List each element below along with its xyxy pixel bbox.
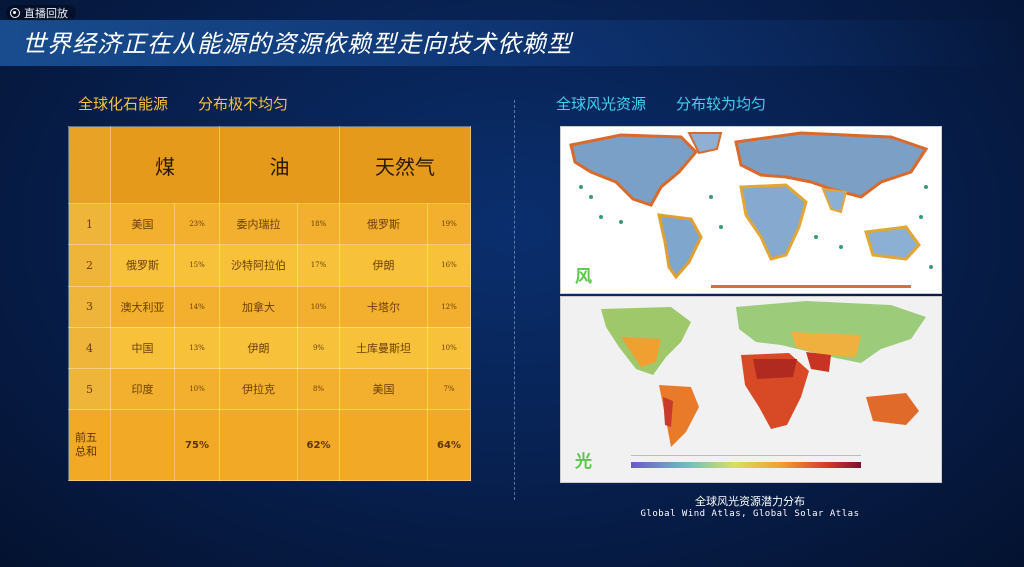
header-oil: 油 — [219, 126, 340, 204]
coal-share: 14% — [174, 285, 220, 328]
renewable-heading: 全球风光资源 分布较为均匀 — [556, 93, 766, 114]
oil-share: 9% — [297, 326, 340, 370]
sum-spacer — [339, 409, 428, 481]
wind-atlas-map: 风 — [560, 126, 942, 294]
table-sum-row: 前五 总和 75% 62% 64% — [68, 409, 471, 481]
gas-share: 19% — [427, 202, 471, 246]
gas-share: 16% — [427, 244, 471, 287]
row-rank: 5 — [68, 368, 111, 411]
solar-world-map-image — [561, 297, 941, 482]
gas-country: 俄罗斯 — [339, 202, 428, 246]
gas-share: 12% — [427, 285, 471, 328]
header-coal: 煤 — [110, 126, 220, 204]
table-corner — [68, 126, 111, 204]
fossil-heading-part1: 全球化石能源 — [78, 95, 169, 113]
sum-label-line1: 前五 — [75, 431, 97, 445]
oil-country: 沙特阿拉伯 — [219, 244, 298, 287]
gas-sum: 64% — [427, 409, 471, 481]
oil-share: 8% — [297, 368, 340, 411]
wind-world-map-image — [561, 127, 941, 293]
coal-country: 澳大利亚 — [110, 285, 175, 328]
coal-country: 俄罗斯 — [110, 244, 175, 287]
badge-label: 直播回放 — [24, 7, 68, 20]
coal-country: 中国 — [110, 326, 175, 370]
sum-label-line2: 总和 — [75, 445, 97, 459]
oil-share: 18% — [297, 202, 340, 246]
table-row: 3 澳大利亚 14% 加拿大 10% 卡塔尔 12% — [68, 285, 471, 328]
row-rank: 1 — [68, 202, 111, 246]
coal-share: 15% — [174, 244, 220, 287]
solar-label: 光 — [575, 452, 592, 472]
coal-share: 13% — [174, 326, 220, 370]
slide-title: 世界经济正在从能源的资源依赖型走向技术依赖型 — [22, 30, 572, 58]
dashed-divider — [514, 100, 515, 500]
row-rank: 3 — [68, 285, 111, 328]
oil-share: 17% — [297, 244, 340, 287]
fossil-heading-part2: 分布极不均匀 — [198, 95, 289, 113]
gas-country: 伊朗 — [339, 244, 428, 287]
wind-label: 风 — [575, 267, 592, 287]
oil-country: 加拿大 — [219, 285, 298, 328]
renewable-heading-part1: 全球风光资源 — [556, 95, 647, 113]
oil-country: 伊朗 — [219, 326, 298, 370]
coal-share: 10% — [174, 368, 220, 411]
solar-atlas-map: 光 — [560, 296, 942, 483]
table-row: 2 俄罗斯 15% 沙特阿拉伯 17% 伊朗 16% — [68, 244, 471, 287]
gas-share: 7% — [427, 368, 471, 411]
live-replay-badge[interactable]: 直播回放 — [6, 5, 76, 21]
gas-country: 土库曼斯坦 — [339, 326, 428, 370]
oil-country: 伊拉克 — [219, 368, 298, 411]
coal-country: 美国 — [110, 202, 175, 246]
table-row: 4 中国 13% 伊朗 9% 土库曼斯坦 10% — [68, 326, 471, 370]
table-row: 1 美国 23% 委内瑞拉 18% 俄罗斯 19% — [68, 202, 471, 246]
sum-label: 前五 总和 — [68, 409, 111, 481]
sum-spacer — [219, 409, 298, 481]
renewable-heading-part2: 分布较为均匀 — [676, 95, 767, 113]
row-rank: 2 — [68, 244, 111, 287]
record-icon — [10, 8, 20, 18]
coal-share: 23% — [174, 202, 220, 246]
fossil-heading: 全球化石能源 分布极不均匀 — [78, 93, 288, 114]
gas-country: 卡塔尔 — [339, 285, 428, 328]
sum-spacer — [110, 409, 175, 481]
map-caption-cn: 全球风光资源潜力分布 — [695, 495, 805, 508]
header-gas: 天然气 — [339, 126, 471, 204]
gas-share: 10% — [427, 326, 471, 370]
fossil-energy-table: 煤 油 天然气 1 美国 23% 委内瑞拉 18% 俄罗斯 19% 2 俄罗斯 … — [68, 126, 471, 481]
row-rank: 4 — [68, 326, 111, 370]
table-row: 5 印度 10% 伊拉克 8% 美国 7% — [68, 368, 471, 411]
title-band — [0, 20, 1024, 66]
coal-sum: 75% — [174, 409, 220, 481]
oil-country: 委内瑞拉 — [219, 202, 298, 246]
oil-sum: 62% — [297, 409, 340, 481]
gas-country: 美国 — [339, 368, 428, 411]
oil-share: 10% — [297, 285, 340, 328]
coal-country: 印度 — [110, 368, 175, 411]
map-caption-en: Global Wind Atlas, Global Solar Atlas — [640, 509, 860, 519]
